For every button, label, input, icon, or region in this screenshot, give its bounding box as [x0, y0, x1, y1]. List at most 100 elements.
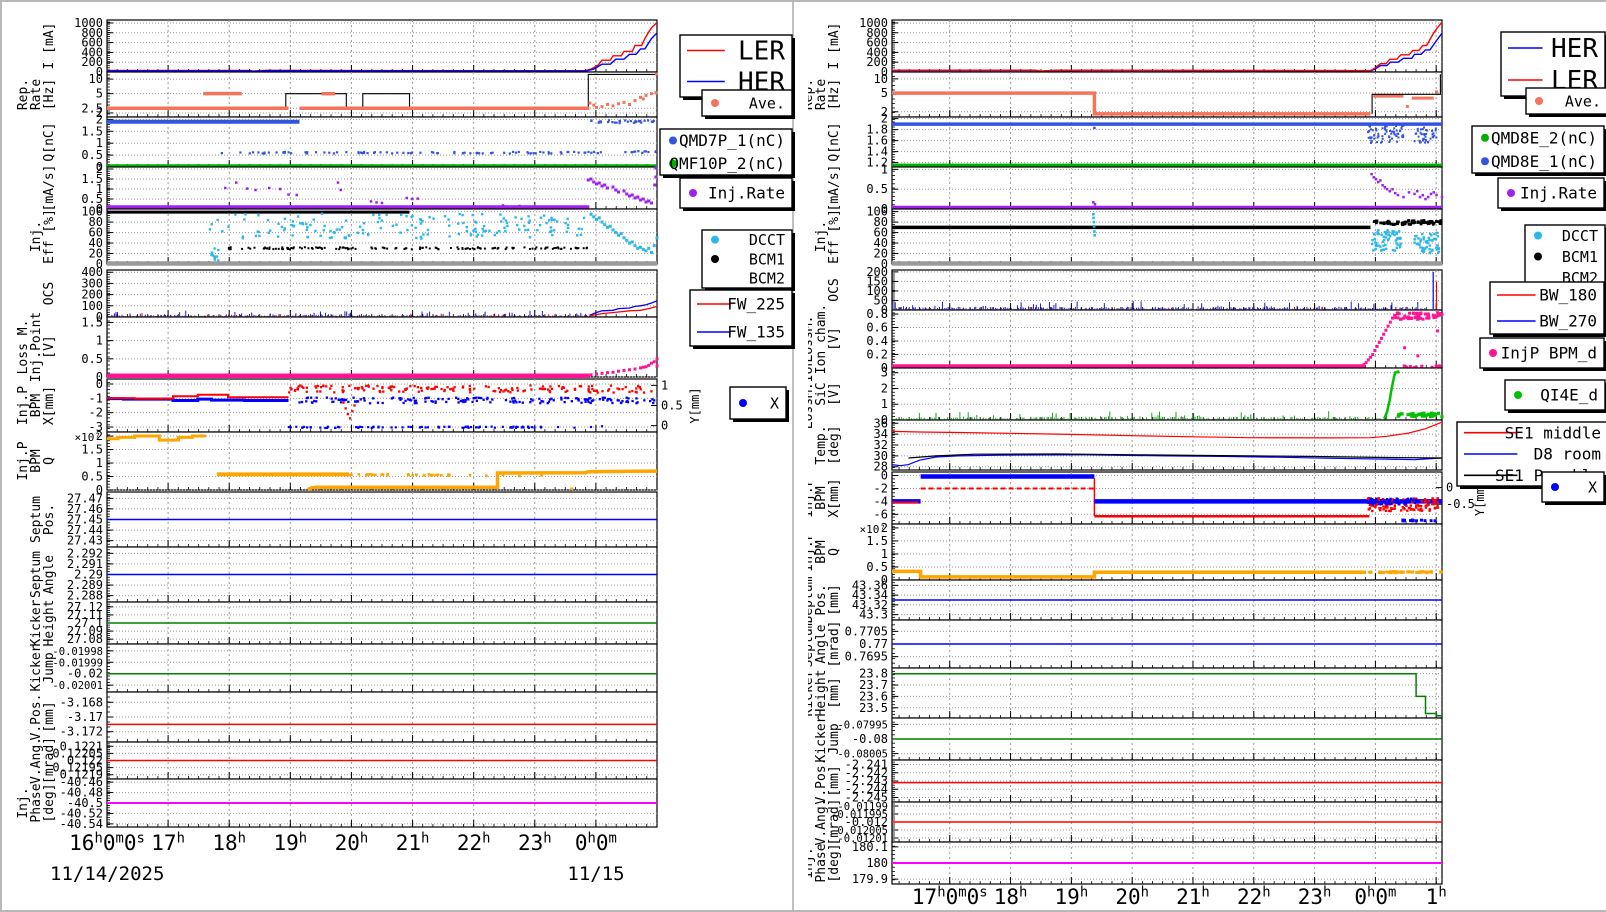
- svg-text:0.5: 0.5: [81, 352, 103, 366]
- svg-text:-0.02: -0.02: [67, 667, 103, 681]
- x-tick-label: 18h: [212, 830, 246, 855]
- svg-text:2: 2: [881, 521, 888, 535]
- svg-text:Rep.: Rep.: [808, 79, 816, 110]
- svg-text:400: 400: [81, 265, 103, 279]
- svg-text:Inj.P: Inj.P: [808, 478, 816, 517]
- svg-text:OCS: OCS: [827, 278, 842, 301]
- svg-text:0.7695: 0.7695: [845, 650, 888, 664]
- svg-text:Angle: Angle: [42, 555, 57, 594]
- legend-ave: Ave.: [1525, 87, 1606, 117]
- svg-text:27.44: 27.44: [67, 523, 103, 537]
- svg-text:[V]: [V]: [827, 327, 842, 350]
- svg-text:20: 20: [874, 247, 888, 261]
- svg-text:[Hz]: [Hz]: [827, 79, 842, 110]
- svg-text:10: 10: [874, 72, 888, 86]
- svg-text:LossM.: LossM.: [808, 316, 816, 363]
- svg-text:0: 0: [96, 202, 103, 216]
- svg-text:32: 32: [874, 438, 888, 452]
- strip-v-pos: -3.168-3.17-3.172 V.Pos.[mm]: [29, 691, 658, 743]
- svg-text:27.11: 27.11: [67, 608, 103, 622]
- x-tick-label: 22h: [457, 830, 491, 855]
- legend-inj-rate: Inj.Rate: [1497, 177, 1606, 211]
- svg-text:80: 80: [874, 215, 888, 229]
- svg-text:43.32: 43.32: [852, 598, 888, 612]
- svg-text:0: 0: [96, 483, 103, 497]
- svg-text:36: 36: [874, 416, 888, 430]
- x-tick-label: 21h: [396, 830, 430, 855]
- strip-rep-rate: 105 2 Rep.Rate[Hz]: [808, 71, 1443, 119]
- svg-text:V.Ang.: V.Ang.: [29, 737, 44, 784]
- svg-text:1.5: 1.5: [81, 315, 103, 329]
- svg-text:[mm]: [mm]: [42, 701, 57, 732]
- svg-text:-3.168: -3.168: [60, 695, 103, 709]
- x-tick-label: 22h: [1237, 884, 1271, 909]
- svg-text:Inj.P: Inj.P: [808, 532, 816, 571]
- svg-text:-3.17: -3.17: [67, 710, 103, 724]
- svg-text:27.45: 27.45: [67, 513, 103, 527]
- svg-text:1: 1: [881, 397, 888, 411]
- svg-text:Phase: Phase: [29, 783, 44, 822]
- x-tick-label: 0h0m: [1354, 884, 1396, 909]
- svg-text:1: 1: [96, 136, 103, 150]
- svg-text:10: 10: [89, 72, 103, 86]
- x-tick-label: 23h: [518, 830, 552, 855]
- svg-text:V.Pos.: V.Pos.: [29, 694, 44, 741]
- svg-text:Ion cham.: Ion cham.: [814, 304, 829, 374]
- x-tick-label: 23h: [1298, 884, 1332, 909]
- svg-text:0: 0: [881, 469, 888, 483]
- svg-text:X[mm]: X[mm]: [42, 386, 57, 425]
- legend-qi4e-d: QI4E_d: [1504, 379, 1606, 413]
- svg-text:2: 2: [96, 162, 103, 176]
- svg-text:80: 80: [89, 215, 103, 229]
- svg-text:0.12195: 0.12195: [52, 761, 103, 775]
- svg-text:-2: -2: [89, 406, 103, 420]
- svg-text:Q[nC]: Q[nC]: [827, 122, 842, 161]
- svg-text:[V]: [V]: [42, 335, 57, 358]
- svg-text:BPM: BPM: [29, 394, 44, 418]
- svg-text:BCM1: BCM1: [749, 250, 785, 268]
- svg-text:2.29: 2.29: [74, 568, 103, 582]
- svg-text:Septum: Septum: [29, 496, 44, 543]
- svg-text:27.09: 27.09: [67, 624, 103, 638]
- svg-text:Q: Q: [42, 457, 57, 465]
- x-tick-label: 19h: [1055, 884, 1089, 909]
- svg-text:Height: Height: [42, 600, 57, 647]
- svg-text:I [mA]: I [mA]: [42, 23, 57, 70]
- svg-text:2: 2: [881, 381, 888, 395]
- svg-text:0: 0: [881, 413, 888, 427]
- strip-loss-inj-point: 1.5 1 0.5 0 Loss M.Inj.Point[V]: [16, 312, 659, 384]
- svg-text:QMD7P_1(nC): QMD7P_1(nC): [679, 131, 785, 150]
- svg-text:LossM.Ion: LossM.Ion: [808, 359, 816, 429]
- svg-text:LER: LER: [738, 37, 785, 67]
- svg-text:0.6: 0.6: [866, 321, 888, 335]
- date-label: 11/14/2025: [50, 863, 164, 885]
- svg-text:100: 100: [866, 284, 888, 298]
- svg-text:400: 400: [866, 45, 888, 59]
- svg-text:1: 1: [881, 547, 888, 561]
- svg-text:Inj.: Inj.: [29, 221, 44, 252]
- svg-text:Q[nC]: Q[nC]: [42, 122, 57, 161]
- legend-inj-rate: Inj.Rate: [679, 177, 795, 211]
- x-tick-label: 20h: [335, 830, 369, 855]
- svg-text:43.36: 43.36: [852, 578, 888, 592]
- svg-text:0.4: 0.4: [866, 334, 888, 348]
- svg-text:2: 2: [96, 112, 103, 126]
- svg-text:0: 0: [881, 202, 888, 216]
- svg-text:0: 0: [96, 257, 103, 271]
- svg-text:23.5: 23.5: [859, 701, 888, 715]
- svg-text:[mA/s]: [mA/s]: [42, 165, 57, 212]
- svg-text:23.6: 23.6: [859, 689, 888, 703]
- svg-text:[mm]: [mm]: [827, 584, 842, 615]
- svg-text:1.6: 1.6: [866, 134, 888, 148]
- svg-text:[Hz]: [Hz]: [42, 79, 57, 110]
- x-tick-label: 1h: [1426, 884, 1447, 909]
- svg-text:800: 800: [81, 26, 103, 40]
- svg-text:43.3: 43.3: [859, 608, 888, 622]
- svg-text:Septum: Septum: [29, 551, 44, 598]
